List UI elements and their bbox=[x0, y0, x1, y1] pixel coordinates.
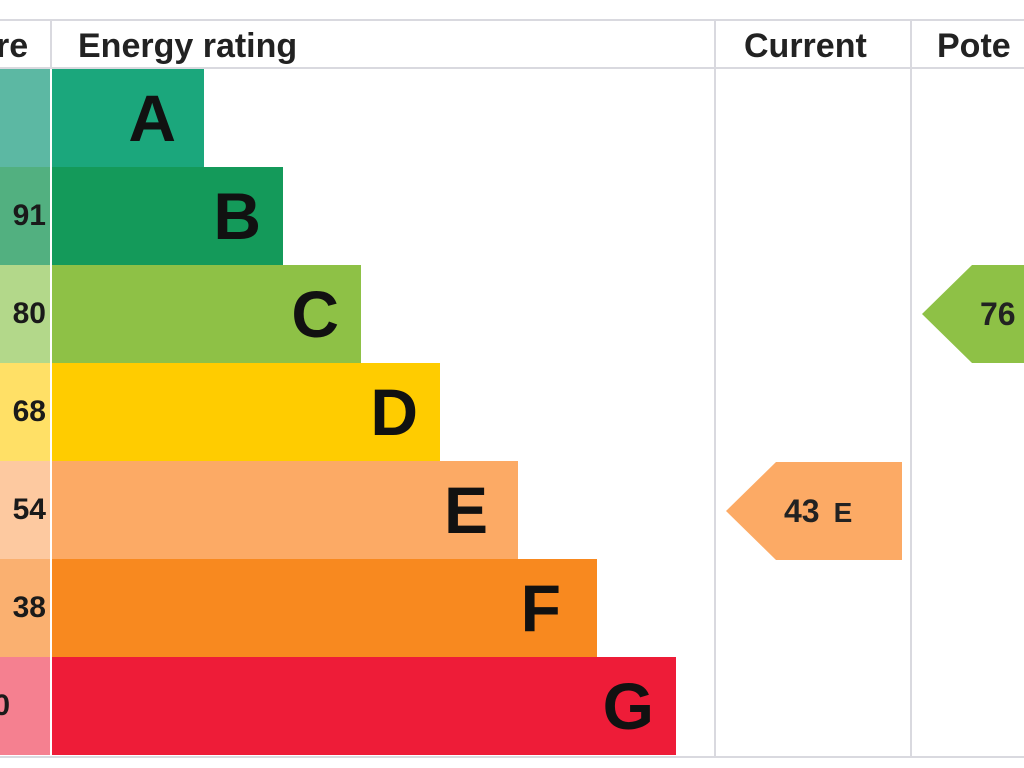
score-cell-f: 38 bbox=[0, 559, 50, 657]
potential-rating-arrow: 76C bbox=[922, 265, 1024, 363]
band-e: E bbox=[52, 461, 518, 559]
score-range-b: 91 bbox=[12, 199, 46, 232]
current-column-header: Current bbox=[744, 27, 867, 65]
score-cell-c: 80 bbox=[0, 265, 50, 363]
energy-rating-header: Energy rating bbox=[78, 27, 298, 65]
header-top-border bbox=[0, 19, 1024, 21]
band-b: B bbox=[52, 167, 283, 265]
score-range-g: 0 bbox=[0, 689, 10, 722]
score-cell-a bbox=[0, 69, 50, 167]
band-letter-f: F bbox=[520, 571, 561, 645]
score-cell-e: 54 bbox=[0, 461, 50, 559]
score-cell-b: 91 bbox=[0, 167, 50, 265]
chart-bottom-border bbox=[0, 756, 1024, 758]
band-g: G bbox=[52, 657, 676, 755]
potential-rating-value: 76 bbox=[980, 296, 1016, 332]
score-column-header: re bbox=[0, 27, 29, 65]
band-c: C bbox=[52, 265, 361, 363]
current-column-left-divider bbox=[714, 19, 716, 758]
band-letter-e: E bbox=[443, 473, 488, 547]
band-letter-a: A bbox=[128, 81, 176, 155]
current-rating-label: 43 E bbox=[784, 462, 852, 560]
header-bottom-border bbox=[0, 67, 1024, 69]
score-range-c: 80 bbox=[12, 297, 46, 330]
band-letter-d: D bbox=[370, 375, 418, 449]
current-rating-arrow: 43 E bbox=[726, 462, 902, 560]
potential-column-left-divider bbox=[910, 19, 912, 758]
band-a: A bbox=[52, 69, 204, 167]
current-rating-value: 43 bbox=[784, 493, 820, 529]
score-range-e: 54 bbox=[12, 493, 46, 526]
score-column-divider bbox=[50, 19, 52, 69]
band-letter-b: B bbox=[213, 179, 261, 253]
band-d: D bbox=[52, 363, 440, 461]
band-letter-c: C bbox=[291, 277, 339, 351]
score-cell-d: 68 bbox=[0, 363, 50, 461]
score-range-f: 38 bbox=[12, 591, 46, 624]
band-f: F bbox=[52, 559, 597, 657]
potential-column-header: Pote bbox=[937, 27, 1011, 65]
score-cell-g: 0 bbox=[0, 657, 50, 755]
current-rating-band: E bbox=[833, 497, 853, 528]
band-letter-g: G bbox=[602, 669, 654, 743]
potential-rating-label: 76C bbox=[980, 265, 1024, 363]
score-range-d: 68 bbox=[12, 395, 46, 428]
